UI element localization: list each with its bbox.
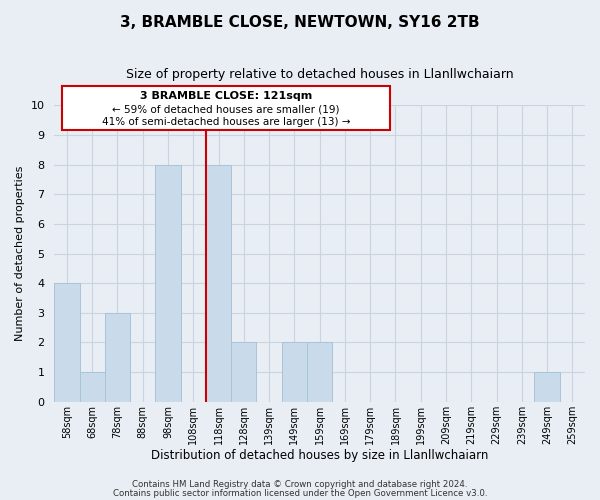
Y-axis label: Number of detached properties: Number of detached properties	[15, 166, 25, 341]
Text: 41% of semi-detached houses are larger (13) →: 41% of semi-detached houses are larger (…	[102, 118, 350, 128]
Bar	[206, 164, 231, 402]
Bar	[535, 372, 560, 402]
X-axis label: Distribution of detached houses by size in Llanllwchaiarn: Distribution of detached houses by size …	[151, 450, 488, 462]
Bar	[105, 313, 130, 402]
Bar	[282, 342, 307, 402]
Bar	[307, 342, 332, 402]
Bar	[155, 164, 181, 402]
Text: 3, BRAMBLE CLOSE, NEWTOWN, SY16 2TB: 3, BRAMBLE CLOSE, NEWTOWN, SY16 2TB	[120, 15, 480, 30]
Text: Contains HM Land Registry data © Crown copyright and database right 2024.: Contains HM Land Registry data © Crown c…	[132, 480, 468, 489]
Bar	[80, 372, 105, 402]
Text: 3 BRAMBLE CLOSE: 121sqm: 3 BRAMBLE CLOSE: 121sqm	[140, 91, 312, 101]
Text: ← 59% of detached houses are smaller (19): ← 59% of detached houses are smaller (19…	[112, 104, 340, 114]
FancyBboxPatch shape	[62, 86, 391, 130]
Bar	[231, 342, 256, 402]
Title: Size of property relative to detached houses in Llanllwchaiarn: Size of property relative to detached ho…	[126, 68, 514, 80]
Text: Contains public sector information licensed under the Open Government Licence v3: Contains public sector information licen…	[113, 488, 487, 498]
Bar	[54, 283, 80, 402]
